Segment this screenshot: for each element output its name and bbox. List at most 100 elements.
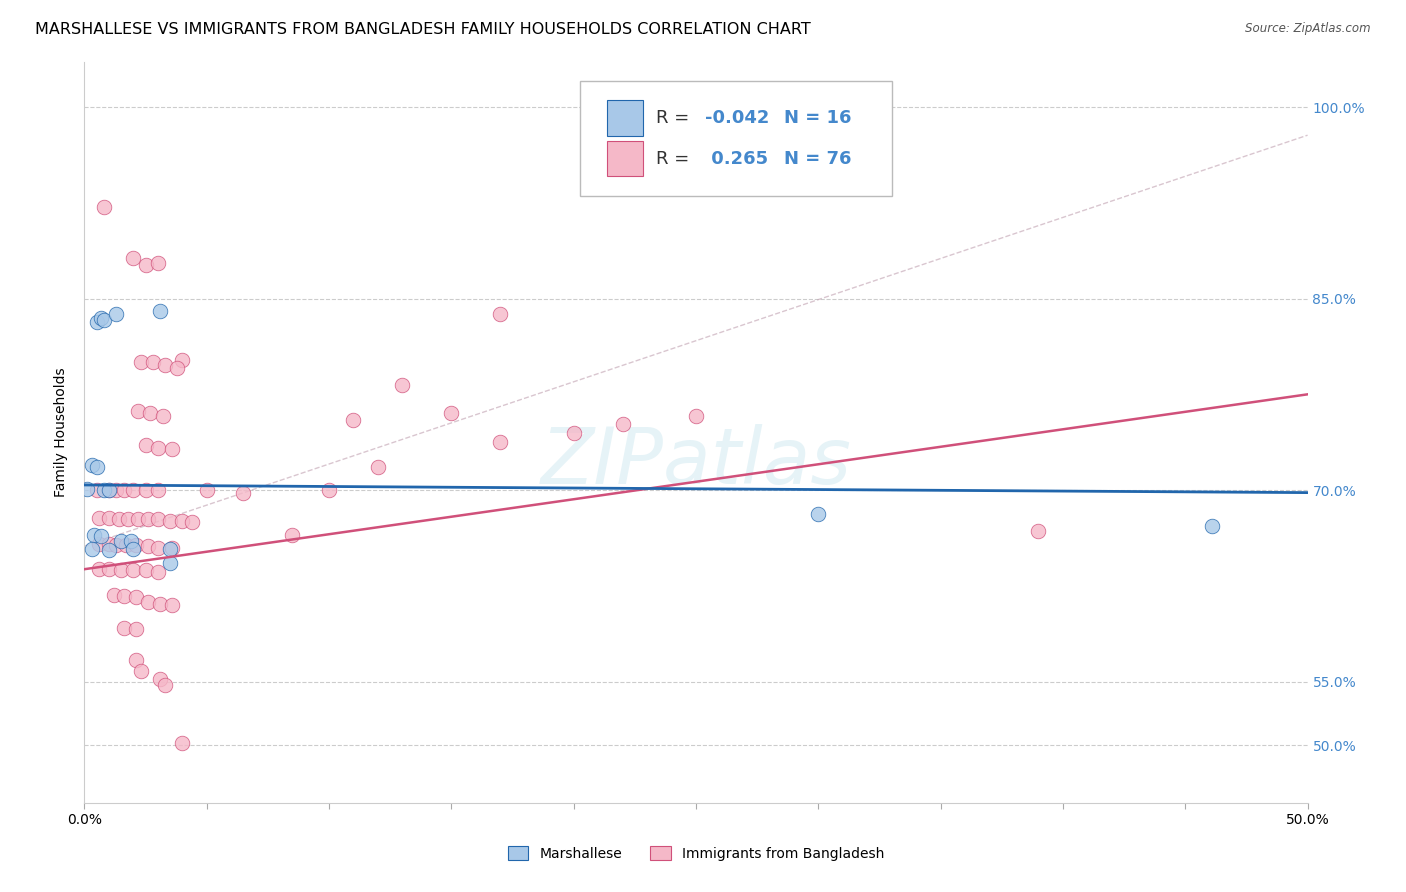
Point [110, 564, 132, 578]
Point [122, 483, 145, 497]
Point [90, 310, 112, 325]
Point [489, 434, 512, 449]
Point [142, 355, 165, 369]
Point [112, 483, 135, 497]
Point [146, 512, 169, 526]
Point [1201, 518, 1223, 533]
Point [80, 541, 103, 556]
Point [146, 483, 169, 497]
Point [120, 534, 142, 549]
Point [281, 527, 304, 541]
Point [153, 358, 176, 372]
Point [97, 483, 120, 497]
Point [162, 442, 184, 457]
Point [342, 413, 364, 427]
Point [105, 538, 128, 552]
Point [86, 460, 108, 475]
Point [83, 527, 105, 541]
Point [146, 441, 169, 455]
Point [136, 512, 159, 526]
Point [86, 483, 108, 497]
Text: R =: R = [655, 150, 695, 168]
Point [97, 536, 120, 550]
Point [149, 304, 172, 318]
Point [87, 562, 110, 576]
Point [135, 483, 157, 497]
Point [136, 539, 159, 553]
Point [612, 417, 634, 431]
Point [685, 409, 707, 423]
Point [807, 508, 830, 522]
Point [135, 259, 157, 273]
Point [112, 589, 135, 603]
Point [159, 556, 181, 570]
Point [149, 597, 172, 611]
Point [162, 598, 184, 612]
Point [125, 591, 148, 605]
Point [127, 404, 149, 418]
Point [122, 541, 145, 556]
Point [90, 529, 112, 543]
Point [97, 483, 120, 497]
Text: N = 16: N = 16 [785, 109, 852, 127]
Point [105, 307, 128, 321]
Point [93, 483, 115, 497]
Point [195, 483, 218, 497]
Point [97, 511, 120, 525]
Point [103, 588, 125, 602]
Text: Source: ZipAtlas.com: Source: ZipAtlas.com [1246, 22, 1371, 36]
Point [146, 565, 169, 579]
Bar [606, 141, 644, 177]
Point [172, 736, 194, 750]
Point [1028, 524, 1050, 538]
Point [117, 512, 139, 526]
Point [146, 541, 169, 555]
Point [159, 514, 181, 528]
Point [107, 512, 129, 526]
Y-axis label: Family Households: Family Households [55, 368, 69, 498]
Point [127, 512, 149, 526]
Point [232, 485, 254, 500]
Text: MARSHALLESE VS IMMIGRANTS FROM BANGLADESH FAMILY HOUSEHOLDS CORRELATION CHART: MARSHALLESE VS IMMIGRANTS FROM BANGLADES… [35, 22, 811, 37]
Bar [606, 100, 644, 136]
Point [110, 534, 132, 549]
Point [149, 672, 172, 686]
Text: R =: R = [655, 109, 695, 127]
Point [135, 564, 157, 578]
Point [122, 564, 145, 578]
Point [93, 313, 115, 327]
Point [136, 595, 159, 609]
Text: ZIPatlas: ZIPatlas [540, 425, 852, 500]
Text: 0.265: 0.265 [704, 150, 768, 168]
Point [153, 678, 176, 692]
Point [139, 407, 162, 421]
Point [181, 515, 204, 529]
Point [391, 378, 413, 392]
Point [152, 409, 174, 423]
Point [115, 538, 138, 552]
Text: N = 76: N = 76 [785, 150, 852, 168]
Legend: Marshallese, Immigrants from Bangladesh: Marshallese, Immigrants from Bangladesh [502, 840, 890, 866]
Point [105, 483, 128, 497]
Point [162, 541, 184, 555]
Point [489, 307, 512, 321]
Point [125, 653, 148, 667]
Point [440, 407, 463, 421]
Point [562, 425, 585, 440]
Point [86, 314, 108, 328]
Point [76, 482, 98, 496]
Point [93, 200, 115, 214]
Point [172, 514, 194, 528]
Point [146, 256, 169, 270]
Point [97, 543, 120, 558]
Point [80, 458, 103, 472]
Point [112, 621, 135, 635]
Point [87, 511, 110, 525]
Point [129, 355, 152, 369]
Point [125, 538, 148, 552]
Point [172, 352, 194, 367]
Point [135, 438, 157, 452]
Point [129, 665, 152, 679]
Point [87, 536, 110, 550]
Point [318, 483, 340, 497]
